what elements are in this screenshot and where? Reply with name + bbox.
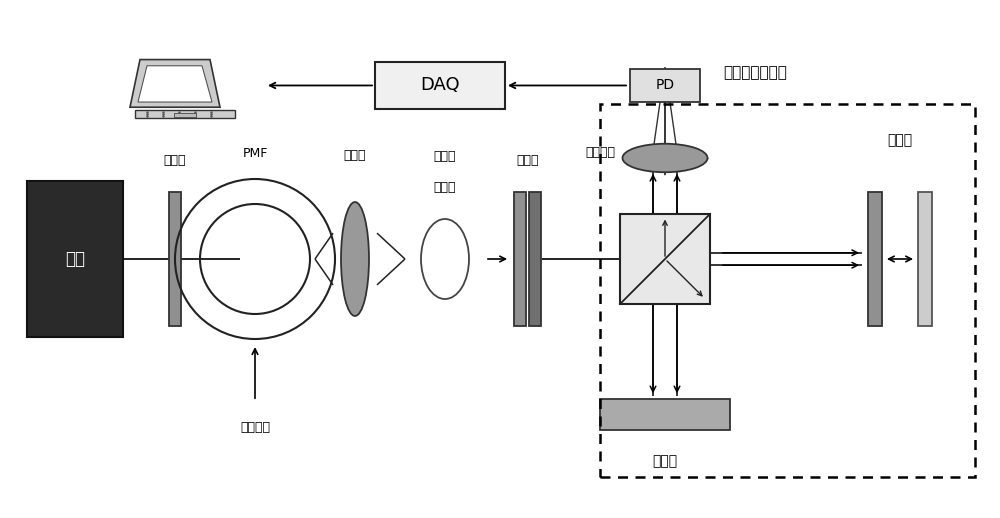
Bar (630, 69, 700, 103)
Text: 检偏器: 检偏器 (516, 154, 539, 167)
Bar (868, 192, 882, 326)
Bar (529, 192, 541, 326)
Text: 迈克尔逊干涉仪: 迈克尔逊干涉仪 (723, 65, 787, 80)
Bar (169, 192, 181, 326)
Bar (918, 192, 932, 326)
Bar (135, 110, 235, 118)
Polygon shape (138, 66, 212, 102)
Text: PMF: PMF (242, 147, 268, 160)
Bar (600, 399, 730, 430)
Bar (620, 214, 710, 304)
Text: 汇聚透镜: 汇聚透镜 (585, 146, 615, 160)
Bar (27, 181, 122, 337)
Text: 固定镜: 固定镜 (652, 454, 678, 468)
Text: 扩束镜: 扩束镜 (344, 149, 366, 162)
Ellipse shape (341, 202, 369, 316)
Polygon shape (130, 60, 220, 107)
Bar (600, 104, 975, 477)
Ellipse shape (622, 143, 708, 172)
Bar (174, 113, 196, 117)
Text: 光源: 光源 (65, 250, 85, 268)
Text: 半波片: 半波片 (434, 181, 456, 194)
Text: 可旋转: 可旋转 (434, 150, 456, 163)
Text: 移动镜: 移动镜 (887, 133, 913, 147)
Bar (375, 62, 505, 109)
Text: DAQ: DAQ (420, 77, 460, 94)
Text: PD: PD (655, 78, 675, 93)
Bar (514, 192, 526, 326)
Text: 动态应力: 动态应力 (240, 421, 270, 434)
Text: 起偏器: 起偏器 (164, 154, 186, 167)
